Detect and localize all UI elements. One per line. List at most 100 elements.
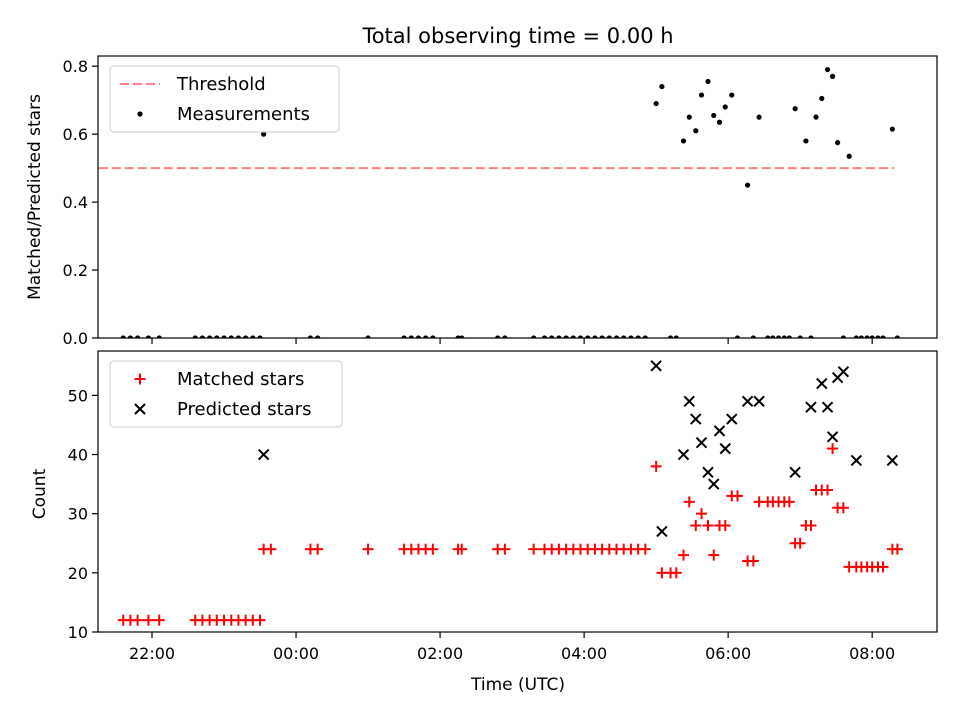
bottom-panel: 10 20 30 40 50 22:00 00:00 02:00 04:00 06:00 08:00… [68,350,938,663]
data-point [894,335,900,338]
x-marker-b [719,442,731,455]
data-point [257,335,263,338]
y-tick-label: 30 [68,505,88,524]
data-point [635,335,641,338]
y-tick-label: 0.2 [63,261,88,280]
data-point [528,543,540,555]
data-point [667,335,674,338]
data-point [821,401,834,413]
data-point [365,335,371,338]
data-point [650,460,662,472]
data-point [869,335,875,338]
x-marker-b [741,395,754,407]
data-point [875,335,881,338]
data-point [235,335,242,338]
data-point [794,537,806,549]
x-marker-b [753,395,765,407]
data-point [696,508,708,520]
data-point [765,335,771,338]
data-point [686,114,692,120]
data-point [362,543,374,555]
data-point [695,436,708,449]
data-point [120,335,126,338]
data-point [132,614,144,626]
data-point [254,614,266,626]
figure-title: Total observing time = 0.00 h [361,24,673,48]
data-point [698,92,705,98]
data-point [221,335,227,338]
data-point [214,335,220,338]
data-point [797,335,803,338]
x-marker-b [821,401,834,413]
data-point [702,520,714,532]
x-marker-b [837,365,850,378]
legend-swatch [134,403,146,415]
data-point [502,335,508,338]
data-point [531,335,537,338]
data-point [846,153,852,159]
data-point [243,335,249,338]
data-point [312,543,324,555]
data-point [853,335,859,338]
x-marker-b [826,431,839,443]
data-point [726,413,738,425]
data-point [837,502,849,514]
data-point [670,567,682,579]
data-point [708,478,720,490]
y-tick-label: 10 [68,623,88,642]
data-point [858,335,864,338]
data-point [207,335,213,338]
x-tick-label: 02:00 [417,644,463,663]
data-point [813,114,819,120]
legend-series-label: Measurements [177,104,310,125]
x-tick-label: 00:00 [273,644,319,663]
data-point [145,335,152,338]
x-marker-b [702,466,714,478]
data-point [889,126,895,132]
data-point [822,484,834,496]
data-point [877,561,889,573]
y-tick-label: 50 [68,386,88,405]
series-2 [257,360,899,538]
data-point [719,520,731,532]
x-marker-b [656,525,668,538]
data-point [756,114,762,120]
data-point [401,335,407,338]
data-point [642,335,648,338]
data-point [549,335,555,338]
data-point [826,431,839,443]
x-marker-b [683,395,695,407]
x-tick-label: 06:00 [705,644,751,663]
data-point [693,128,699,134]
data-point [864,335,870,338]
x-tick-label: 08:00 [849,644,895,663]
x-tick-label: 22:00 [129,644,175,663]
y-tick-label: 0.8 [63,57,88,76]
data-point [639,543,651,555]
data-point [156,335,162,338]
data-point [729,92,735,98]
data-point [495,335,501,338]
data-point [423,335,429,338]
data-point [315,335,321,338]
data-point [690,520,702,532]
data-point [427,543,439,555]
data-point [835,140,841,146]
data-point [650,360,662,372]
data-point [840,335,846,338]
axes-frame [97,350,938,633]
data-point [786,335,792,338]
legend-series-label: Matched stars [177,369,304,390]
data-point [803,138,809,144]
legend: Threshold Measurements [109,65,340,133]
data-point [621,335,627,338]
data-point [824,66,831,73]
data-point [837,365,850,378]
data-point [775,335,782,338]
x-marker-b [690,413,702,425]
data-point [599,335,605,338]
axes-frame [97,55,938,339]
data-point [716,119,723,125]
data-point [677,549,689,561]
legend-series-label: Predicted stars [177,399,311,420]
